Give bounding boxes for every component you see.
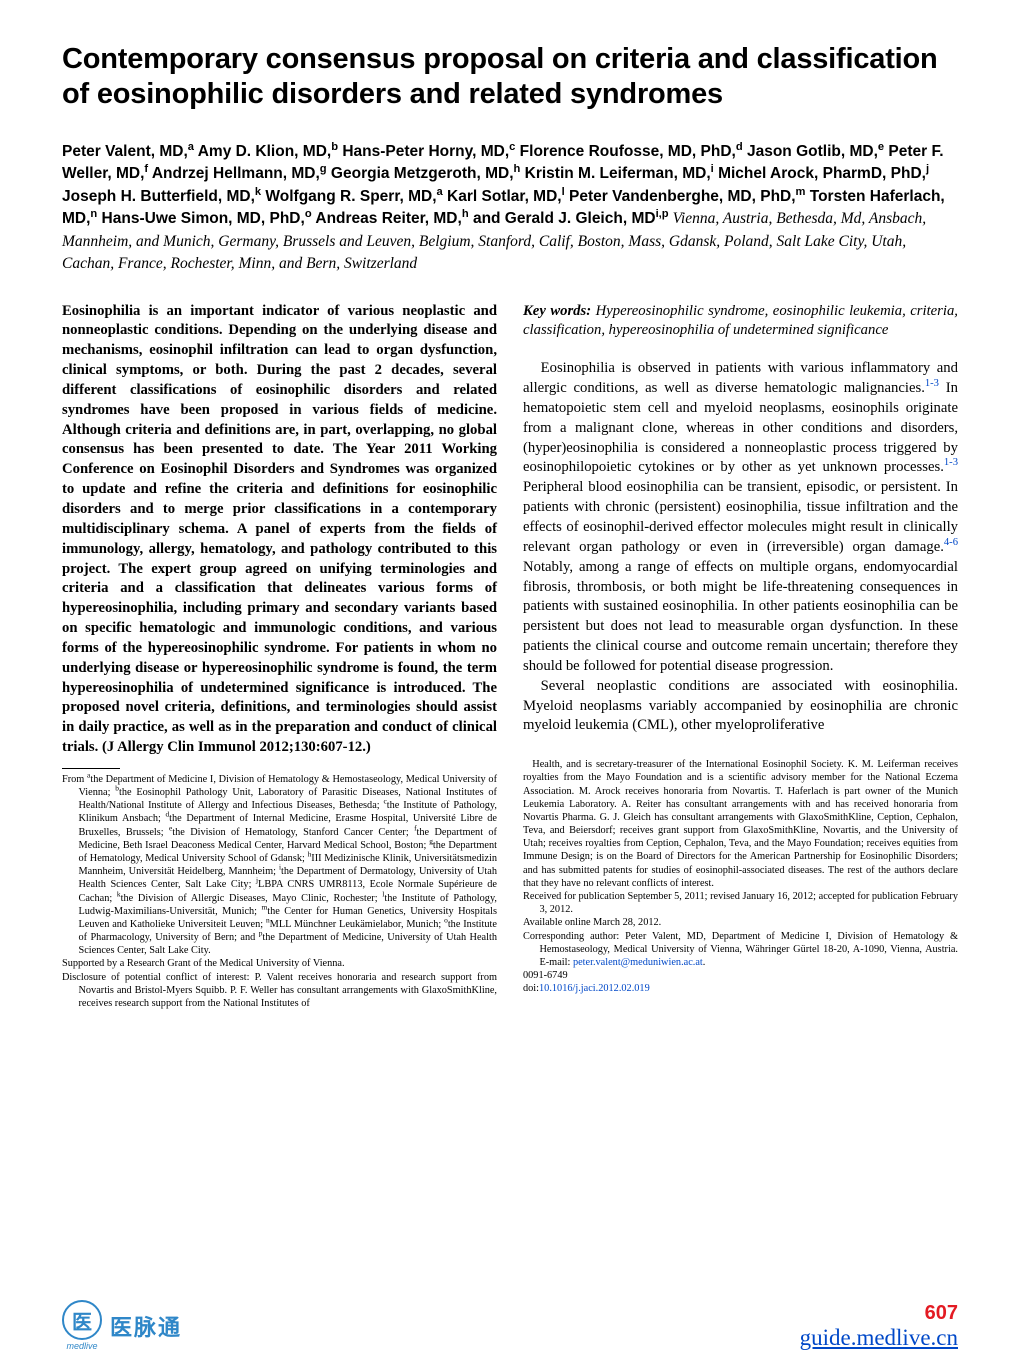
page-footer: 医 medlive 医脉通 607 guide.medlive.cn (0, 1300, 1020, 1351)
received-note: Received for publication September 5, 20… (523, 890, 958, 916)
logo-circle: 医 (62, 1300, 102, 1340)
issn: 0091-6749 (523, 969, 958, 982)
p1-seg3: Peripheral blood eosinophilia can be tra… (523, 479, 958, 555)
right-footnotes: Health, and is secretary-treasurer of th… (523, 758, 958, 995)
guide-link[interactable]: guide.medlive.cn (800, 1325, 958, 1350)
disclosure-note: Disclosure of potential conflict of inte… (62, 971, 497, 1011)
right-column: Key words: Hypereosinophilic syndrome, e… (523, 302, 958, 1011)
abstract-text: Eosinophilia is an important indicator o… (62, 302, 497, 758)
page-footer-right: 607 guide.medlive.cn (800, 1302, 958, 1351)
corresponding-author: Corresponding author: Peter Valent, MD, … (523, 930, 958, 970)
ref-1-3b[interactable]: 1-3 (944, 458, 958, 469)
page-number: 607 (800, 1302, 958, 1325)
logo-label: 医脉通 (110, 1310, 182, 1342)
doi-label: doi: (523, 983, 539, 994)
logo-block: 医 medlive 医脉通 (62, 1300, 182, 1351)
body-paragraph-2: Several neoplastic conditions are associ… (523, 677, 958, 737)
affiliations: From athe Department of Medicine I, Divi… (62, 773, 497, 957)
two-column-body: Eosinophilia is an important indicator o… (62, 302, 958, 1011)
ref-1-3a[interactable]: 1-3 (925, 378, 939, 389)
body-paragraph-1: Eosinophilia is observed in patients wit… (523, 359, 958, 677)
keywords-label: Key words: (523, 303, 591, 319)
support-note: Supported by a Research Grant of the Med… (62, 957, 497, 970)
ref-4-6[interactable]: 4-6 (944, 537, 958, 548)
logo-icon: 医 medlive (62, 1300, 102, 1351)
author-block: Peter Valent, MD,a Amy D. Klion, MD,b Ha… (62, 141, 958, 276)
p1-seg1: Eosinophilia is observed in patients wit… (523, 360, 958, 396)
p1-seg4: Notably, among a range of effects on mul… (523, 559, 958, 674)
disclosure-cont: Health, and is secretary-treasurer of th… (523, 758, 958, 890)
left-footnotes: From athe Department of Medicine I, Divi… (62, 773, 497, 1010)
available-note: Available online March 28, 2012. (523, 916, 958, 929)
keywords: Key words: Hypereosinophilic syndrome, e… (523, 302, 958, 342)
footnote-rule (62, 768, 120, 769)
logo-subtext: medlive (66, 1341, 97, 1351)
doi: doi:10.1016/j.jaci.2012.02.019 (523, 982, 958, 995)
doi-link[interactable]: 10.1016/j.jaci.2012.02.019 (539, 983, 650, 994)
email-link[interactable]: peter.valent@meduniwien.ac.at (573, 957, 703, 968)
article-title: Contemporary consensus proposal on crite… (62, 42, 958, 113)
left-column: Eosinophilia is an important indicator o… (62, 302, 497, 1011)
